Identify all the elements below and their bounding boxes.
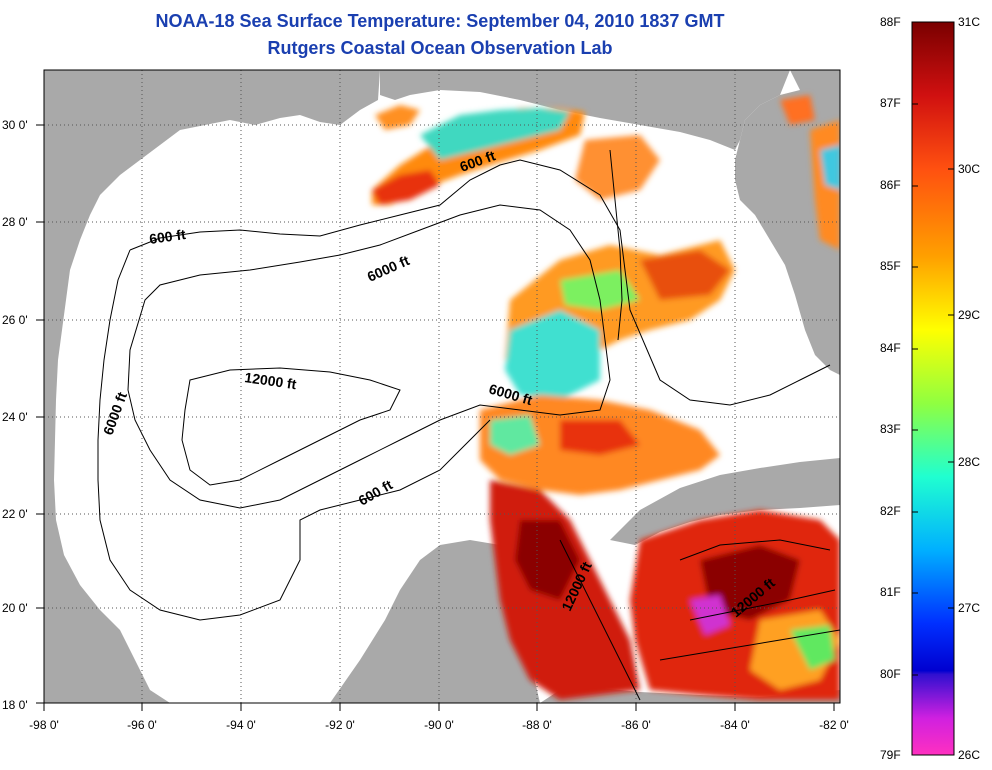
colorbar-f-label: 83F [880, 422, 901, 436]
colorbar [911, 21, 955, 756]
colorbar-f-label: 82F [880, 504, 901, 518]
colorbar-c-ticks [948, 168, 954, 609]
x-tick-label: -90 0' [424, 718, 454, 732]
y-axis-labels: 30 0' 28 0' 26 0' 24 0' 22 0' 20 0' 18 0… [2, 118, 28, 712]
x-tick-label: -86 0' [621, 718, 651, 732]
y-tick-label: 26 0' [2, 313, 28, 327]
map-subtitle: Rutgers Coastal Ocean Observation Lab [267, 38, 613, 58]
x-tick-label: -84 0' [720, 718, 750, 732]
colorbar-f-label: 81F [880, 585, 901, 599]
y-tick-label: 22 0' [2, 507, 28, 521]
y-tick-label: 30 0' [2, 118, 28, 132]
colorbar-f-labels: 88F 87F 86F 85F 84F 83F 82F 81F 80F 79F [880, 15, 901, 762]
colorbar-c-label: 29C [958, 308, 980, 322]
colorbar-c-label: 31C [958, 15, 980, 29]
x-tick-label: -88 0' [522, 718, 552, 732]
colorbar-f-label: 84F [880, 341, 901, 355]
y-tick-label: 28 0' [2, 215, 28, 229]
bathymetry-contours [97, 149, 840, 701]
colorbar-f-label: 88F [880, 15, 901, 29]
x-tick-label: -96 0' [127, 718, 157, 732]
colorbar-f-label: 85F [880, 259, 901, 273]
plot-frame [43, 69, 841, 704]
y-tick-label: 24 0' [2, 410, 28, 424]
colorbar-c-label: 26C [958, 748, 980, 762]
colorbar-c-label: 27C [958, 601, 980, 615]
colorbar-c-label: 30C [958, 162, 980, 176]
x-tick-label: -94 0' [226, 718, 256, 732]
frame-ticks [36, 124, 835, 711]
colorbar-f-ticks [912, 103, 918, 676]
colorbar-c-labels: 31C 30C 29C 28C 27C 26C [958, 15, 980, 762]
colorbar-c-label: 28C [958, 455, 980, 469]
map-title: NOAA-18 Sea Surface Temperature: Septemb… [155, 11, 725, 31]
land-mass [44, 70, 840, 703]
colorbar-f-label: 87F [880, 96, 901, 110]
colorbar-f-label: 79F [880, 748, 901, 762]
graticule [44, 70, 840, 703]
colorbar-f-label: 80F [880, 667, 901, 681]
x-tick-label: -92 0' [325, 718, 355, 732]
contour-label: 600 ft [148, 226, 187, 247]
contour-label: 12000 ft [244, 369, 298, 392]
y-tick-label: 18 0' [2, 698, 28, 712]
x-tick-label: -98 0' [29, 718, 59, 732]
x-tick-label: -82 0' [819, 718, 849, 732]
colorbar-f-label: 86F [880, 178, 901, 192]
x-axis-labels: -98 0' -96 0' -94 0' -92 0' -90 0' -88 0… [29, 718, 849, 732]
sst-data [372, 95, 840, 700]
y-tick-label: 20 0' [2, 601, 28, 615]
